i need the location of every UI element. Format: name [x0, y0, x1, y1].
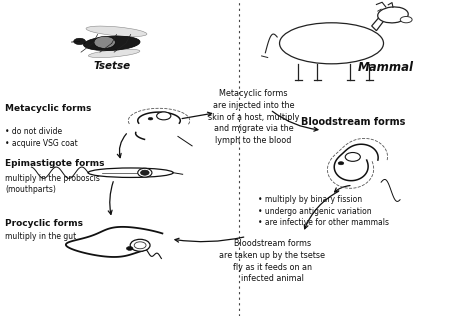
Text: • do not divide
• acquire VSG coat: • do not divide • acquire VSG coat	[5, 127, 78, 148]
Ellipse shape	[127, 247, 133, 250]
Text: Mammal: Mammal	[358, 61, 414, 74]
Ellipse shape	[88, 49, 140, 58]
Ellipse shape	[400, 16, 412, 23]
Ellipse shape	[138, 168, 152, 177]
Text: Procyclic forms: Procyclic forms	[5, 219, 83, 228]
Ellipse shape	[130, 239, 150, 251]
Ellipse shape	[94, 36, 115, 49]
Text: multiply in the gut: multiply in the gut	[5, 232, 77, 241]
Text: Tsetse: Tsetse	[93, 61, 130, 71]
Polygon shape	[372, 15, 383, 31]
Ellipse shape	[345, 152, 360, 161]
Ellipse shape	[141, 170, 149, 175]
Text: Metacyclic forms: Metacyclic forms	[5, 104, 92, 113]
Ellipse shape	[74, 38, 85, 45]
Ellipse shape	[280, 23, 383, 64]
Text: Epimastigote forms: Epimastigote forms	[5, 159, 105, 168]
Text: • multiply by binary fission
• undergo antigenic variation
• are infective for o: • multiply by binary fission • undergo a…	[258, 195, 389, 227]
Text: Metacyclic forms
are injected into the
skin of a host, multiply
and migrate via : Metacyclic forms are injected into the s…	[208, 89, 299, 145]
Ellipse shape	[134, 242, 146, 249]
Ellipse shape	[378, 7, 408, 23]
Ellipse shape	[86, 26, 147, 36]
Ellipse shape	[338, 162, 344, 165]
Text: Bloodstream forms
are taken up by the tsetse
fly as it feeds on an
infected anim: Bloodstream forms are taken up by the ts…	[219, 239, 326, 283]
Ellipse shape	[88, 168, 173, 178]
Ellipse shape	[156, 112, 171, 120]
Ellipse shape	[83, 36, 140, 51]
Text: Bloodstream forms: Bloodstream forms	[301, 117, 405, 127]
Ellipse shape	[148, 118, 153, 120]
Text: multiply in the proboscis
(mouthparts): multiply in the proboscis (mouthparts)	[5, 174, 100, 194]
